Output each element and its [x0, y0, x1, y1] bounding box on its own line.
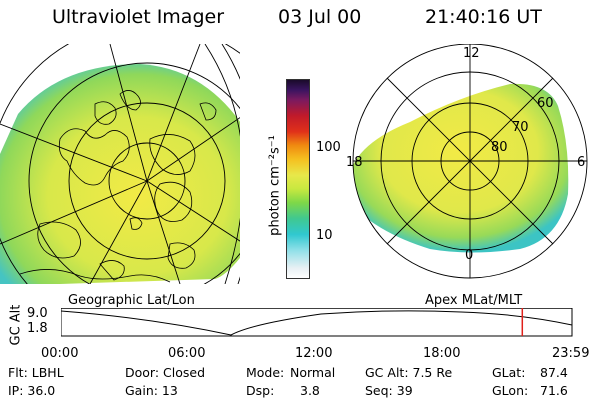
mlat-label-60: 60 [537, 96, 554, 111]
colorbar [286, 79, 310, 279]
mlt-label-6: 6 [577, 155, 586, 170]
geographic-caption: Geographic Lat/Lon [68, 293, 195, 308]
orbit-ylabel: GC Alt [8, 304, 24, 346]
orbit-xtick-2359: 23:59 [552, 346, 590, 361]
colorbar-tick-10: 10 [316, 228, 333, 243]
geographic-emission-region [0, 64, 240, 284]
info-seq: Seq: 39 [365, 383, 413, 398]
orbit-ytick-9: 9.0 [27, 306, 48, 321]
info-door: Door: Closed [125, 365, 206, 380]
polar-emission-region [353, 83, 569, 253]
info-dsp-label: Dsp: [246, 383, 275, 398]
mlt-label-12: 12 [463, 46, 480, 61]
apex-caption: Apex MLat/MLT [425, 293, 523, 308]
header-time: 21:40:16 UT [425, 6, 542, 28]
orbit-xtick-0000: 00:00 [41, 346, 79, 361]
info-dsp-value: 3.8 [300, 383, 320, 398]
altitude-curve [61, 310, 573, 336]
mlat-label-70: 70 [512, 120, 529, 135]
colorbar-unit-label: photon cm⁻²s⁻¹ [267, 135, 283, 236]
info-filter: Flt: LBHL [8, 365, 64, 380]
app-title: Ultraviolet Imager [52, 6, 225, 28]
colorbar-tick-100: 100 [316, 140, 341, 155]
info-gc-alt: GC Alt: 7.5 Re [365, 365, 453, 380]
mlat-label-80: 80 [491, 140, 508, 155]
info-gain: Gain: 13 [125, 383, 178, 398]
mlt-label-0: 0 [465, 248, 474, 263]
info-glon-value: 71.6 [540, 383, 568, 398]
orbit-xtick-0600: 06:00 [168, 346, 206, 361]
orbit-xtick-1200: 12:00 [295, 346, 333, 361]
header-date: 03 Jul 00 [278, 6, 362, 28]
orbit-xtick-1800: 18:00 [423, 346, 461, 361]
info-glat-label: GLat: [492, 365, 526, 380]
info-glat-value: 87.4 [540, 365, 568, 380]
polar-image [352, 44, 588, 279]
mlt-label-18: 18 [346, 155, 363, 170]
orbit-plot [61, 308, 573, 337]
orbit-ytick-1-8: 1.8 [27, 321, 48, 336]
info-glon-label: GLon: [492, 383, 529, 398]
info-mode-label: Mode: [246, 365, 285, 380]
geographic-image [0, 44, 240, 284]
info-mode-value: Normal [290, 365, 336, 380]
info-ip: IP: 36.0 [8, 383, 56, 398]
